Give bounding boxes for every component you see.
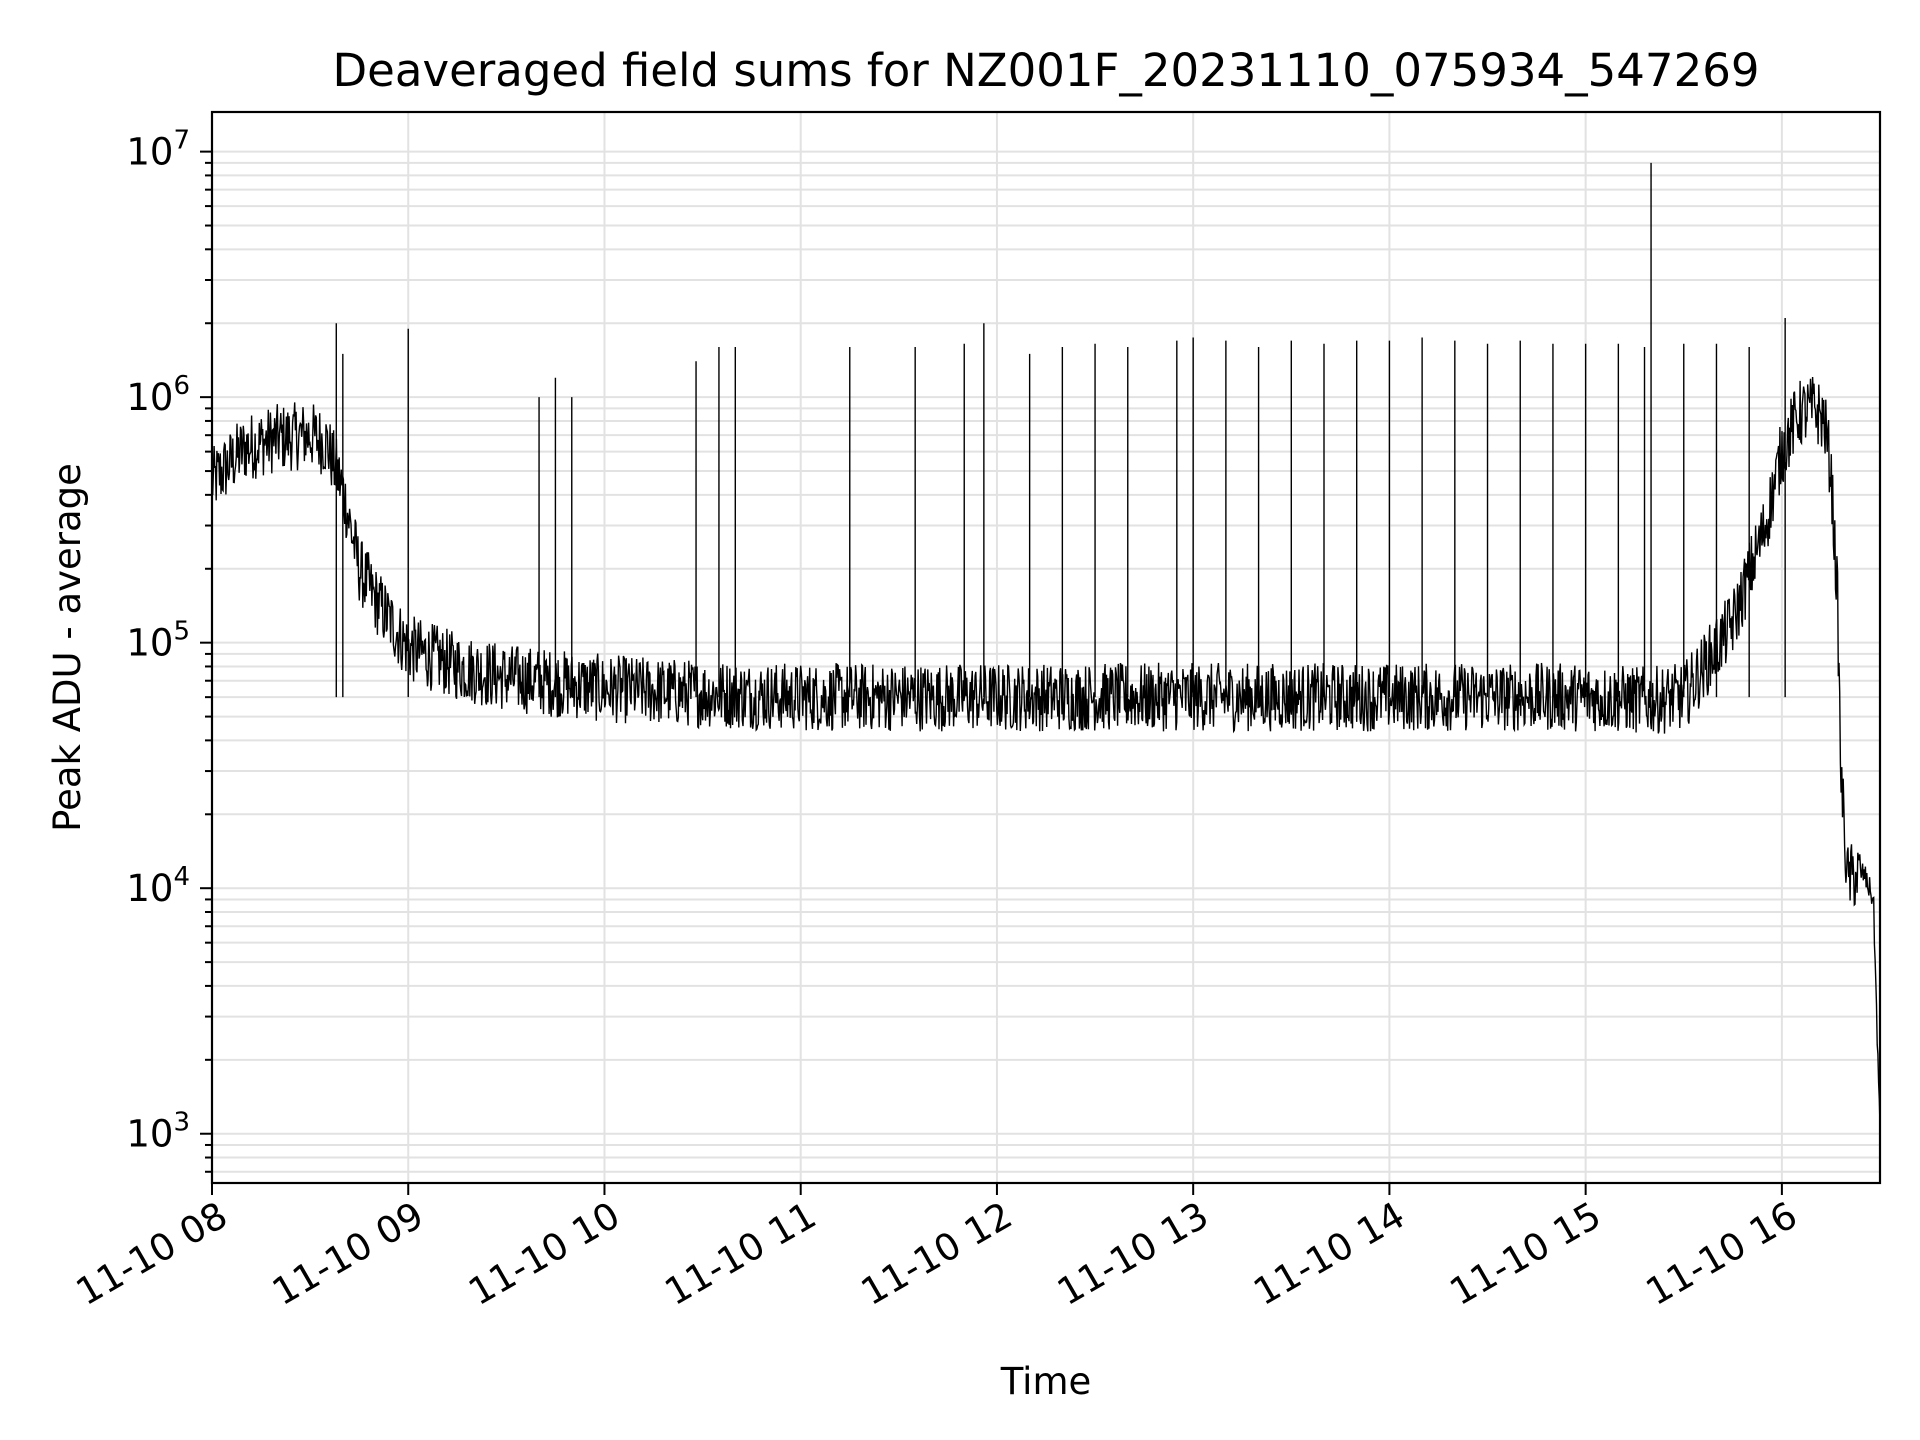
y-tick-label: 107: [126, 126, 190, 174]
axes-frame: [210, 110, 1882, 1185]
y-tick-label: 105: [126, 617, 190, 665]
y-tick-label: 104: [126, 862, 190, 910]
chart-title: Deaveraged field sums for NZ001F_2023111…: [333, 44, 1760, 97]
series-line: [211, 376, 1881, 1126]
y-axis-label: Peak ADU - average: [46, 463, 89, 832]
y-tick-label: 106: [126, 371, 190, 419]
x-axis-label: Time: [1000, 1360, 1092, 1403]
plot-area: [211, 162, 1881, 1126]
y-axis: 103 104 105 106 107: [126, 126, 212, 1173]
grid: [211, 112, 1880, 1183]
y-tick-label: 103: [126, 1108, 190, 1156]
